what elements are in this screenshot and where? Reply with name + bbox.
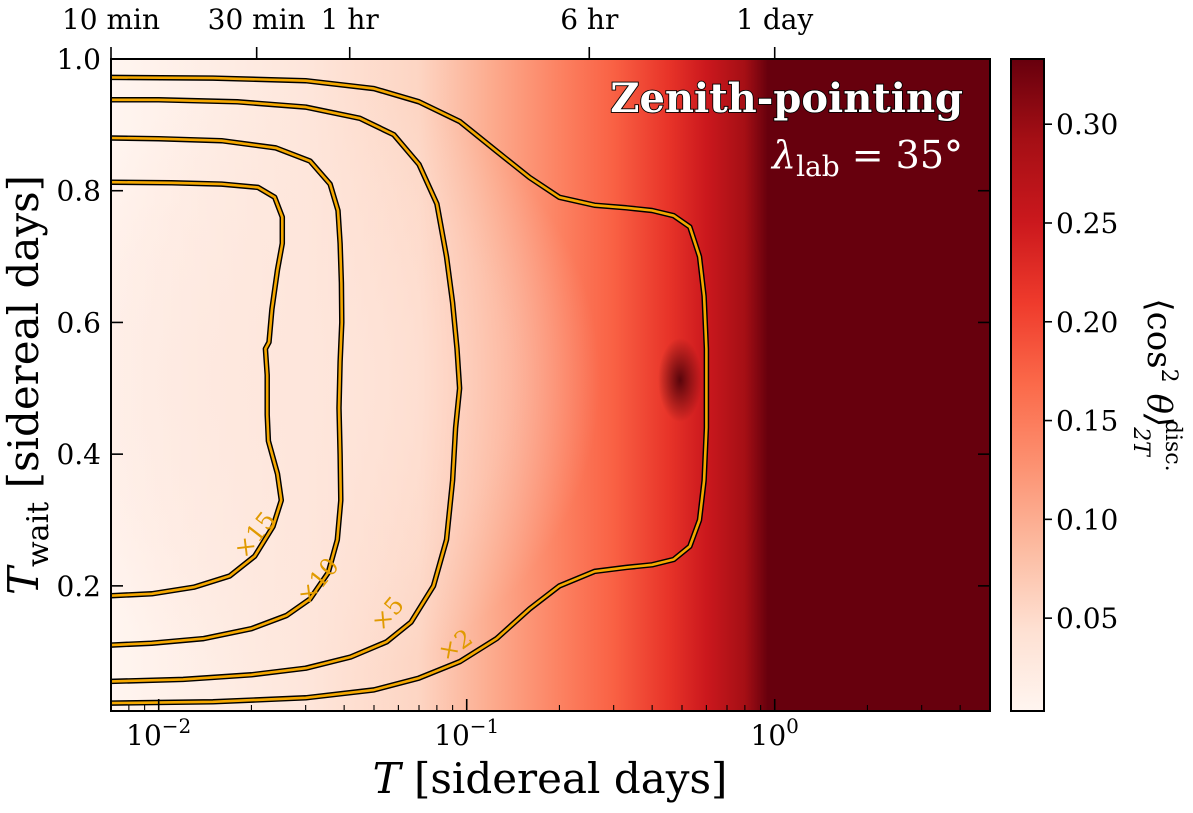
x-tick-label-0: 10−2 [126, 714, 191, 752]
y-axis-label: Twait [sidereal days] [0, 175, 56, 595]
x-tick-label-1: 10−1 [434, 714, 499, 752]
colorbar-tick-label-2: 0.15 [1056, 405, 1118, 438]
plot-frame [110, 58, 991, 712]
y-tick-label-3: 0.8 [56, 175, 101, 208]
heatmap [111, 59, 990, 711]
colorbar-tick-label-5: 0.30 [1056, 108, 1118, 141]
colorbar-tick-label-1: 0.10 [1056, 503, 1118, 536]
top-tick-label-2: 1 hr [321, 3, 380, 36]
colorbar-label: ⟨cos2 θ⟩2T disc. [1128, 298, 1185, 471]
colorbar-tick-label-3: 0.20 [1056, 306, 1118, 339]
y-tick-label-1: 0.4 [56, 438, 101, 471]
subtitle-value: = 35° [840, 133, 963, 177]
y-tick-label-2: 0.6 [56, 306, 101, 339]
contour-line-3 [111, 76, 708, 705]
x-axis-label: T [sidereal days] [373, 754, 728, 803]
annotation-subtitle: λlab = 35° [770, 133, 963, 183]
colorbar-tick-label-4: 0.25 [1056, 207, 1118, 240]
heatmap-peak [658, 338, 702, 422]
colorbar [1010, 58, 1045, 712]
colorbar-ticks: 0.05 0.10 0.15 0.20 0.25 0.30 [1044, 108, 1118, 635]
axis-ticks: 10−2 10−1 100 10 min 30 min 1 hr 6 hr 1 day 0.2 0… [56, 3, 991, 752]
y-tick-label-0: 0.2 [56, 570, 101, 603]
contour-line-1 [111, 136, 344, 647]
top-tick-label-3: 6 hr [560, 3, 619, 36]
annotation-title: Zenith-pointing [610, 75, 963, 122]
top-tick-label-0: 10 min [62, 3, 160, 36]
top-tick-label-4: 1 day [736, 3, 813, 36]
contour-line-2 [111, 98, 461, 683]
top-tick-label-1: 30 min [208, 3, 306, 36]
contour-line-0 [111, 180, 284, 597]
x-tick-label-2: 100 [751, 714, 799, 752]
y-tick-label-4: 1.0 [56, 43, 101, 76]
subtitle-symbol: λ [770, 133, 796, 177]
colorbar-tick-label-0: 0.05 [1056, 602, 1118, 635]
contour-lines [111, 74, 710, 706]
subtitle-subscript: lab [796, 150, 840, 183]
heatmap-inner-region [111, 80, 600, 680]
